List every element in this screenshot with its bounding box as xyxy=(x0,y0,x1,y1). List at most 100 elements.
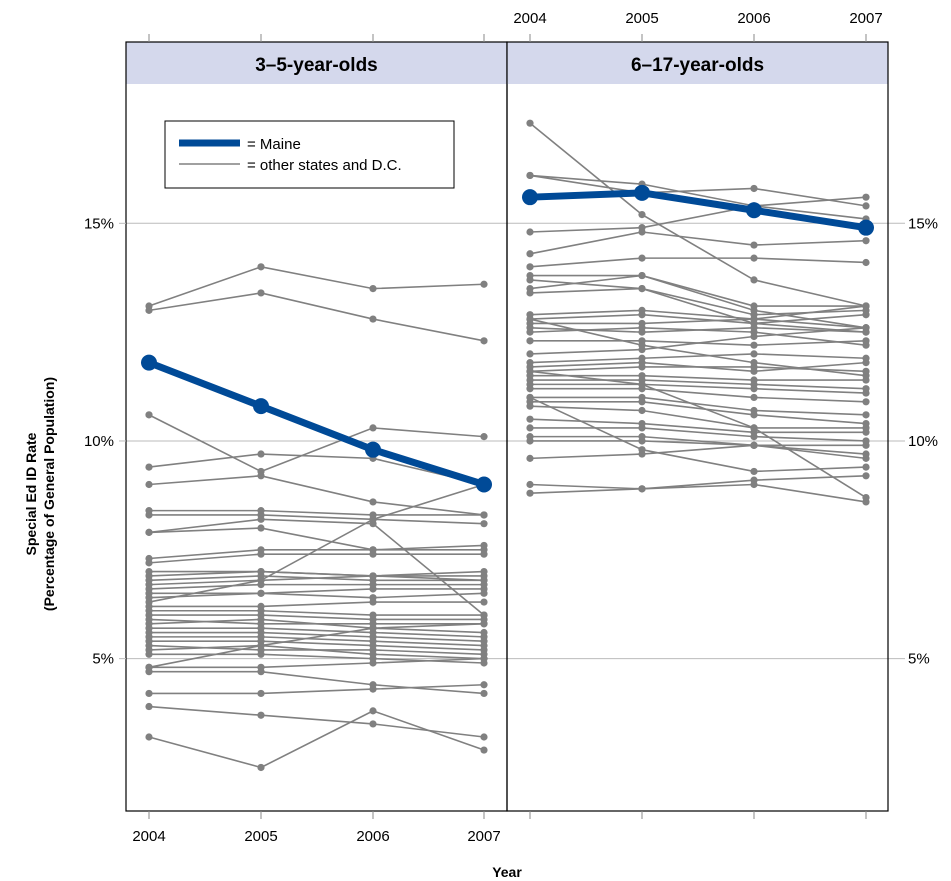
legend-box xyxy=(164,120,455,189)
data-point xyxy=(526,276,534,284)
data-point xyxy=(638,398,646,406)
series-other-state xyxy=(145,472,488,519)
series-line xyxy=(530,396,867,416)
series-line xyxy=(148,453,485,486)
series-line xyxy=(149,636,485,647)
series-other-state xyxy=(145,289,488,345)
data-point xyxy=(750,385,758,393)
series-line xyxy=(148,474,485,516)
series-line xyxy=(529,231,867,255)
series-line xyxy=(148,592,485,599)
series-other-state xyxy=(526,171,870,210)
series-other-state xyxy=(526,228,870,258)
data-point xyxy=(526,171,534,180)
data-point xyxy=(638,406,646,415)
data-point xyxy=(526,315,534,323)
data-point xyxy=(480,733,488,741)
data-point xyxy=(369,720,377,728)
series-line xyxy=(530,379,867,390)
data-point xyxy=(369,515,377,523)
data-point-maine xyxy=(634,184,650,201)
series-other-state xyxy=(145,707,488,772)
data-point xyxy=(369,424,377,432)
x-axis-title: Year xyxy=(492,864,522,880)
series-line xyxy=(529,174,867,207)
data-point xyxy=(257,515,265,523)
series-line xyxy=(148,583,484,590)
series-line xyxy=(148,414,485,473)
data-point xyxy=(750,467,758,476)
series-line-maine xyxy=(529,189,867,232)
data-point xyxy=(750,359,758,367)
data-point xyxy=(480,681,488,689)
data-point xyxy=(257,641,265,650)
data-point xyxy=(145,528,153,536)
panel-title: 3–5-year-olds xyxy=(255,55,378,76)
data-point xyxy=(750,433,758,441)
x-tick-label: 2007 xyxy=(849,10,882,27)
data-point xyxy=(638,437,646,445)
data-point xyxy=(257,615,265,624)
data-point xyxy=(862,463,870,471)
data-point xyxy=(145,411,153,419)
data-point xyxy=(145,689,153,698)
series-line xyxy=(529,396,867,473)
data-point xyxy=(638,271,646,280)
series-line xyxy=(149,670,485,695)
series-line xyxy=(530,374,866,381)
data-point xyxy=(526,393,534,402)
series-maine xyxy=(522,184,874,236)
series-line xyxy=(149,509,484,516)
data-point xyxy=(369,285,377,293)
data-point xyxy=(638,311,646,319)
series-other-state xyxy=(526,311,870,328)
data-point xyxy=(862,472,870,480)
series-line xyxy=(148,292,485,342)
data-point xyxy=(862,359,870,367)
series-line xyxy=(529,318,867,377)
data-point xyxy=(862,428,870,436)
x-tick-label: 2006 xyxy=(356,828,389,845)
y-tick-label-right: 5% xyxy=(908,651,930,668)
data-point xyxy=(526,385,534,393)
data-point xyxy=(526,337,534,345)
data-point xyxy=(638,254,646,262)
data-point xyxy=(369,550,377,558)
series-line xyxy=(529,353,867,364)
series-line xyxy=(529,326,867,355)
series-line xyxy=(529,405,866,429)
x-tick-label: 2005 xyxy=(625,10,658,27)
legend-others-label: = other states and D.C. xyxy=(247,157,402,174)
data-point-maine xyxy=(365,441,381,458)
data-point xyxy=(526,415,534,423)
data-point-maine xyxy=(476,476,492,493)
y-axis-title-line1: Special Ed ID Rate xyxy=(23,432,39,555)
panel-border xyxy=(506,41,889,812)
data-point xyxy=(526,437,534,445)
series-line xyxy=(149,627,485,638)
data-point xyxy=(750,241,758,249)
panel-2: 6–17-year-olds xyxy=(506,41,889,812)
series-line xyxy=(148,483,485,603)
data-point xyxy=(480,280,488,288)
x-tick-label: 2006 xyxy=(737,10,770,27)
data-point xyxy=(750,424,758,432)
data-point-maine xyxy=(253,398,269,415)
data-point xyxy=(526,402,534,410)
series-line xyxy=(149,588,484,595)
series-line xyxy=(148,623,485,669)
data-point xyxy=(862,441,870,449)
series-line xyxy=(529,418,866,434)
series-other-state xyxy=(526,472,870,493)
data-point xyxy=(862,411,870,419)
data-point xyxy=(750,441,758,449)
data-point xyxy=(145,702,153,711)
series-other-state xyxy=(145,511,488,528)
data-point xyxy=(862,389,870,397)
x-tick-label: 2004 xyxy=(132,828,165,845)
data-point xyxy=(750,184,758,193)
data-point xyxy=(638,380,646,388)
series-line xyxy=(149,657,485,669)
data-point xyxy=(369,707,377,715)
data-point xyxy=(526,454,534,462)
